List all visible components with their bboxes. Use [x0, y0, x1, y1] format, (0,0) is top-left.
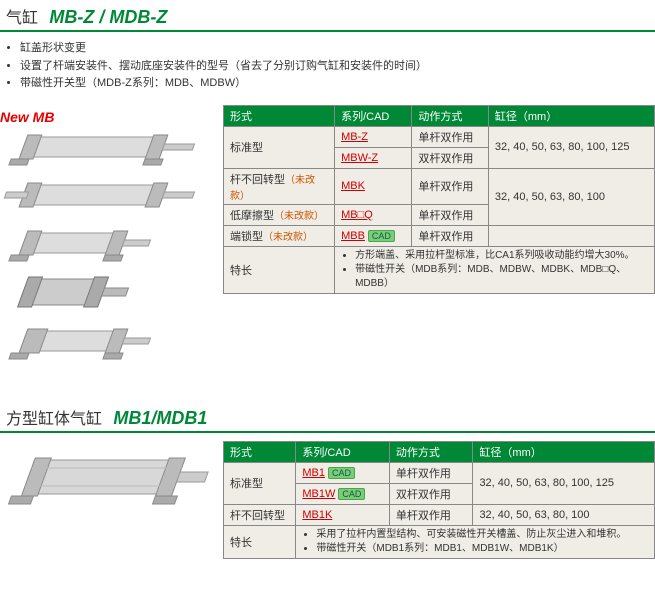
cylinder-icon	[0, 445, 215, 515]
table-row: 标准型 MB-Z 单杆双作用 32, 40, 50, 63, 80, 100, …	[224, 126, 655, 147]
table-row: 端锁型（未改款） MBBCAD 单杆双作用	[224, 225, 655, 246]
feature-item: 方形端盖、采用拉杆型标准，比CA1系列吸收动能约增大30%。	[355, 249, 648, 263]
series-link[interactable]: MBB	[341, 230, 365, 242]
series-link[interactable]: MB-Z	[341, 131, 368, 143]
col-bore: 缸径（mm）	[473, 441, 655, 462]
title-label: 方型缸体气缸	[6, 411, 102, 428]
cell-series: MBBCAD	[335, 225, 412, 246]
title-model: MB1/MDB1	[113, 408, 207, 428]
section-title: 方型缸体气缸 MB1/MDB1	[0, 401, 655, 433]
cad-badge: CAD	[328, 467, 355, 479]
product-images	[0, 441, 215, 523]
series-link[interactable]: MBW-Z	[341, 152, 378, 164]
cad-badge: CAD	[338, 488, 365, 500]
cell-series: MBW-Z	[335, 147, 412, 168]
cell-series: MBK	[335, 168, 412, 204]
col-type: 形式	[224, 105, 335, 126]
cell-bore: 32, 40, 50, 63, 80, 100	[473, 504, 655, 525]
col-type: 形式	[224, 441, 296, 462]
spec-table: 形式 系列/CAD 动作方式 缸径（mm） 标准型 MB1CAD 单杆双作用 3…	[223, 441, 655, 559]
cell-action: 双杆双作用	[412, 147, 488, 168]
cell-type: 杆不回转型	[224, 504, 296, 525]
cell-bore: 32, 40, 50, 63, 80, 100, 125	[488, 126, 654, 168]
section-mb-z: 气缸 MB-Z / MDB-Z 缸盖形状变更 设置了杆端安装件、摆动底座安装件的…	[0, 0, 655, 371]
new-badge: New MB	[0, 109, 54, 125]
cell-series: MB□Q	[335, 204, 412, 225]
table-header-row: 形式 系列/CAD 动作方式 缸径（mm）	[224, 441, 655, 462]
feature-item: 采用了拉杆内置型结构、可安装磁性开关槽盖、防止灰尘进入和堆积。	[316, 528, 648, 542]
cell-type: 标准型	[224, 462, 296, 504]
section-mb1: 方型缸体气缸 MB1/MDB1 形式 系列/CAD	[0, 401, 655, 559]
col-action: 动作方式	[389, 441, 473, 462]
feature-label: 特长	[224, 246, 335, 293]
cylinder-icon	[0, 129, 215, 169]
table-feature-row: 特长 方形端盖、采用拉杆型标准，比CA1系列吸收动能约增大30%。 带磁性开关（…	[224, 246, 655, 293]
cylinder-icon	[0, 225, 215, 265]
content-row: 形式 系列/CAD 动作方式 缸径（mm） 标准型 MB1CAD 单杆双作用 3…	[0, 441, 655, 559]
cell-type: 端锁型（未改款）	[224, 225, 335, 246]
cell-series: MB-Z	[335, 126, 412, 147]
series-link[interactable]: MBK	[341, 180, 365, 192]
content-row: New MB	[0, 105, 655, 371]
series-link[interactable]: MB1W	[302, 488, 335, 500]
cell-action: 单杆双作用	[389, 504, 473, 525]
bullet-item: 带磁性开关型（MDB-Z系列：MDB、MDBW）	[20, 75, 655, 93]
table-row: 标准型 MB1CAD 单杆双作用 32, 40, 50, 63, 80, 100…	[224, 462, 655, 483]
cell-action: 单杆双作用	[412, 225, 488, 246]
section-title: 气缸 MB-Z / MDB-Z	[0, 0, 655, 32]
feature-cell: 采用了拉杆内置型结构、可安装磁性开关槽盖、防止灰尘进入和堆积。 带磁性开关（MD…	[296, 525, 655, 558]
feature-item: 带磁性开关（MDB系列：MDB、MDBW、MDBK、MDB□Q、MDBB）	[355, 263, 648, 291]
feature-label: 特长	[224, 525, 296, 558]
col-series: 系列/CAD	[335, 105, 412, 126]
cell-bore: 32, 40, 50, 63, 80, 100, 125	[473, 462, 655, 504]
table-row: 杆不回转型（未改款） MBK 单杆双作用 32, 40, 50, 63, 80,…	[224, 168, 655, 204]
title-label: 气缸	[6, 10, 38, 27]
cell-action: 单杆双作用	[412, 204, 488, 225]
col-series: 系列/CAD	[296, 441, 389, 462]
bullet-item: 缸盖形状变更	[20, 40, 655, 58]
cell-bore: 32, 40, 50, 63, 80, 100	[488, 168, 654, 225]
table-header-row: 形式 系列/CAD 动作方式 缸径（mm）	[224, 105, 655, 126]
type-text: 低摩擦型	[230, 210, 274, 222]
cylinder-icon	[0, 323, 215, 363]
cell-bore	[488, 225, 654, 246]
title-model: MB-Z / MDB-Z	[49, 7, 167, 27]
series-link[interactable]: MB□Q	[341, 209, 373, 221]
note-text: （未改款）	[274, 211, 324, 222]
cell-type: 低摩擦型（未改款）	[224, 204, 335, 225]
cell-action: 单杆双作用	[412, 168, 488, 204]
series-link[interactable]: MB1	[302, 467, 325, 479]
cylinder-icon	[0, 177, 215, 217]
cylinder-icon	[0, 273, 215, 315]
cell-action: 单杆双作用	[412, 126, 488, 147]
table-feature-row: 特长 采用了拉杆内置型结构、可安装磁性开关槽盖、防止灰尘进入和堆积。 带磁性开关…	[224, 525, 655, 558]
type-text: 杆不回转型	[230, 174, 285, 186]
type-text: 端锁型	[230, 231, 263, 243]
cad-badge: CAD	[368, 230, 395, 242]
spec-table: 形式 系列/CAD 动作方式 缸径（mm） 标准型 MB-Z 单杆双作用 32,…	[223, 105, 655, 294]
cell-series: MB1WCAD	[296, 483, 389, 504]
bullet-item: 设置了杆端安装件、摆动底座安装件的型号（省去了分别订购气缸和安装件的时间）	[20, 58, 655, 76]
cell-series: MB1CAD	[296, 462, 389, 483]
cell-action: 单杆双作用	[389, 462, 473, 483]
col-bore: 缸径（mm）	[488, 105, 654, 126]
cell-type: 标准型	[224, 126, 335, 168]
feature-cell: 方形端盖、采用拉杆型标准，比CA1系列吸收动能约增大30%。 带磁性开关（MDB…	[335, 246, 655, 293]
table-row: 杆不回转型 MB1K 单杆双作用 32, 40, 50, 63, 80, 100	[224, 504, 655, 525]
bullet-list: 缸盖形状变更 设置了杆端安装件、摆动底座安装件的型号（省去了分别订购气缸和安装件…	[0, 40, 655, 93]
series-link[interactable]: MB1K	[302, 509, 332, 521]
col-action: 动作方式	[412, 105, 488, 126]
cell-type: 杆不回转型（未改款）	[224, 168, 335, 204]
cell-action: 双杆双作用	[389, 483, 473, 504]
feature-item: 带磁性开关（MDB1系列：MDB1、MDB1W、MDB1K）	[316, 542, 648, 556]
cell-series: MB1K	[296, 504, 389, 525]
product-images: New MB	[0, 105, 215, 371]
note-text: （未改款）	[263, 232, 313, 243]
